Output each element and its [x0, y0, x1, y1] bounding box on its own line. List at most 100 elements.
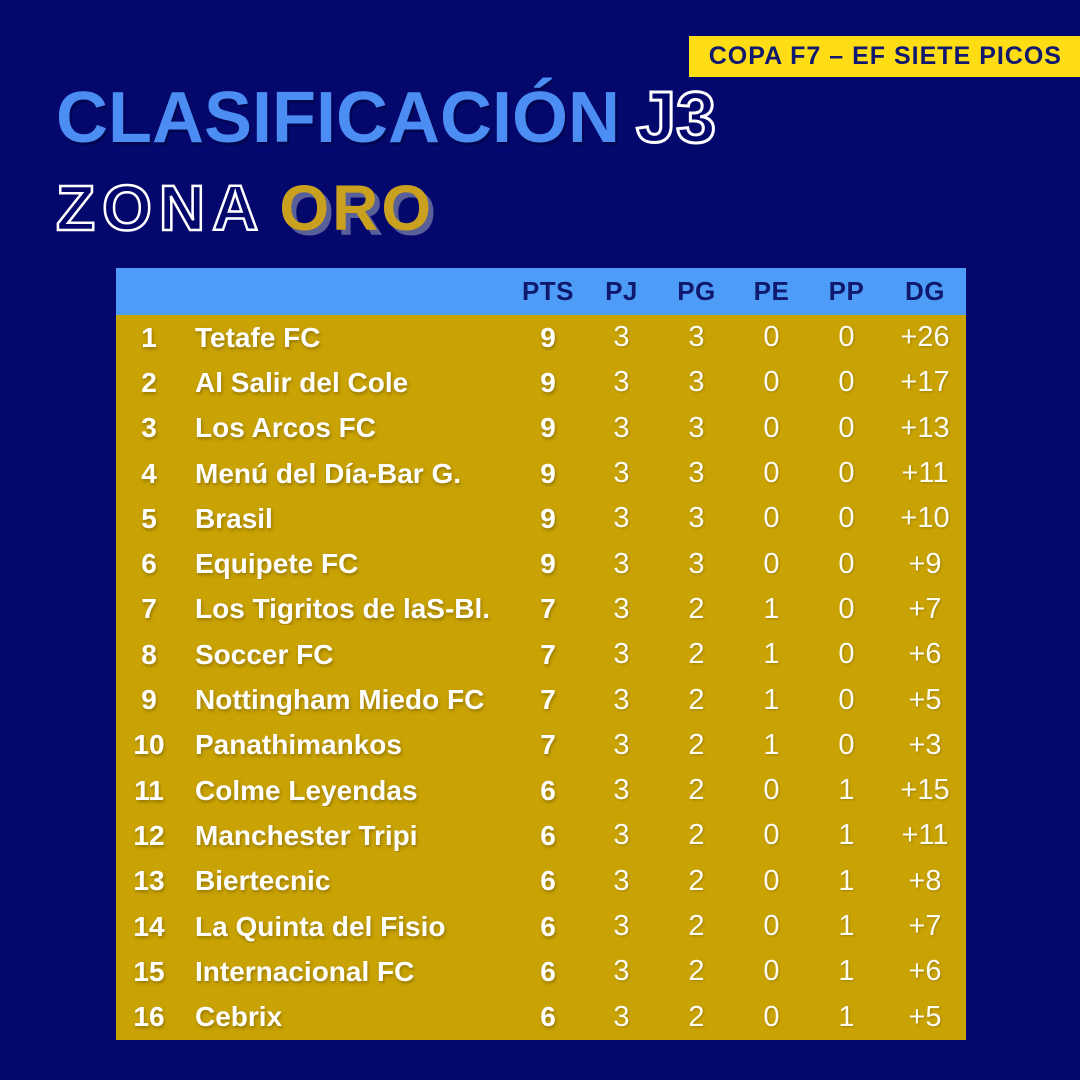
stat-pj: 3	[613, 592, 630, 625]
headline-clasificacion: CLASIFICACIÓN	[56, 78, 620, 158]
team-name: Biertecnic	[195, 865, 331, 897]
stat-pg: 2	[688, 955, 705, 988]
table-row: 13 Biertecnic 6 3 2 0 1 +8	[116, 859, 966, 904]
stat-dg: +11	[901, 457, 949, 490]
team-name: Los Arcos FC	[195, 412, 376, 444]
stat-dg: +11	[901, 819, 949, 852]
stat-pts: 7	[540, 593, 556, 625]
team-name: Soccer FC	[195, 638, 334, 670]
headline-round: J3	[634, 78, 717, 158]
stat-dg: +3	[908, 728, 942, 761]
column-header-pe: PE	[753, 276, 790, 306]
team-name: La Quinta del Fisio	[195, 910, 446, 942]
stat-pp: 1	[838, 910, 855, 942]
stat-pe: 0	[763, 955, 780, 988]
stat-dg: +5	[908, 683, 942, 716]
team-rank: 6	[141, 548, 157, 580]
stat-dg: +5	[908, 1000, 942, 1033]
stat-pts: 7	[540, 638, 556, 670]
subheadline-zone-name: ORO	[279, 172, 435, 244]
team-rank: 15	[133, 955, 165, 987]
team-name: Menú del Día-Bar G.	[195, 457, 462, 489]
tournament-badge: COPA F7 – EF SIETE PICOS	[688, 36, 1080, 77]
stat-pts: 9	[540, 457, 556, 489]
stat-dg: +17	[900, 366, 950, 399]
stat-pp: 1	[838, 864, 855, 897]
stat-pe: 1	[763, 683, 780, 716]
stat-pj: 3	[613, 411, 630, 444]
stat-pts: 6	[540, 819, 556, 851]
stat-pe: 0	[763, 1000, 780, 1033]
team-name: Equipete FC	[195, 548, 359, 580]
team-rank: 3	[141, 412, 157, 444]
team-rank: 11	[134, 774, 164, 806]
stat-pj: 3	[613, 819, 630, 852]
stat-pj: 3	[613, 321, 630, 354]
stat-pg: 2	[688, 683, 705, 716]
stat-pg: 3	[688, 457, 705, 490]
team-rank: 8	[141, 638, 157, 670]
stat-pe: 0	[763, 502, 780, 535]
stat-pg: 3	[688, 547, 705, 580]
stat-pp: 0	[838, 638, 855, 671]
stat-pg: 2	[688, 638, 705, 671]
table-row: 14 La Quinta del Fisio 6 3 2 0 1 +7	[116, 904, 966, 949]
stat-dg: +8	[908, 864, 942, 897]
stat-pp: 0	[838, 502, 855, 535]
stat-dg: +9	[908, 547, 942, 580]
team-name: Brasil	[195, 502, 273, 534]
stat-pe: 0	[763, 864, 780, 897]
stat-pe: 0	[763, 366, 780, 399]
table-row: 2 Al Salir del Cole 9 3 3 0 0 +17	[116, 360, 966, 405]
team-name: Internacional FC	[195, 955, 415, 987]
stat-pts: 9	[540, 502, 556, 534]
stat-pp: 1	[838, 774, 855, 807]
table-row: 8 Soccer FC 7 3 2 1 0 +6	[116, 632, 966, 677]
team-name: Al Salir del Cole	[195, 366, 409, 398]
stat-pj: 3	[613, 955, 630, 988]
stat-pts: 9	[540, 412, 556, 444]
stat-pg: 2	[688, 592, 705, 625]
table-row: 4 Menú del Día-Bar G. 9 3 3 0 0 +11	[116, 451, 966, 496]
team-name: Colme Leyendas	[195, 774, 418, 806]
column-header-pj: PJ	[605, 276, 638, 306]
stat-pp: 0	[838, 366, 855, 399]
headline: CLASIFICACIÓN J3	[56, 81, 718, 156]
stat-dg: +13	[900, 411, 950, 444]
stat-pe: 0	[763, 910, 780, 942]
table-row: 7 Los Tigritos de laS-Bl. 7 3 2 1 0 +7	[116, 587, 966, 632]
stat-dg: +7	[908, 910, 942, 942]
stat-dg: +26	[900, 321, 950, 354]
table-row: 9 Nottingham Miedo FC 7 3 2 1 0 +5	[116, 677, 966, 722]
stat-pp: 0	[838, 321, 855, 354]
stat-dg: +6	[908, 955, 942, 988]
table-row: 3 Los Arcos FC 9 3 3 0 0 +13	[116, 406, 966, 451]
stat-pp: 1	[838, 1000, 855, 1033]
stat-pg: 3	[688, 411, 705, 444]
stat-pe: 1	[763, 638, 780, 671]
stat-pe: 0	[763, 411, 780, 444]
stat-pts: 6	[540, 1001, 556, 1033]
team-name: Cebrix	[195, 1001, 283, 1033]
stat-pj: 3	[613, 774, 630, 807]
column-header-pts: PTS	[521, 276, 575, 306]
stat-dg: +10	[900, 502, 950, 535]
table-row: 11 Colme Leyendas 6 3 2 0 1 +15	[116, 768, 966, 813]
table-row: 15 Internacional FC 6 3 2 0 1 +6	[116, 949, 966, 994]
stat-pts: 7	[540, 684, 556, 716]
stat-pe: 0	[763, 457, 780, 490]
table-header-row: PTS PJ PG PE PP DG	[116, 268, 966, 315]
team-rank: 7	[141, 593, 157, 625]
team-rank: 9	[141, 684, 157, 716]
stat-pts: 9	[540, 366, 556, 398]
stat-pg: 2	[688, 774, 705, 807]
stat-pg: 2	[688, 864, 705, 897]
stat-pp: 0	[838, 683, 855, 716]
standings-table: PTS PJ PG PE PP DG 1 Tetafe FC 9 3 3 0 0…	[116, 268, 966, 1040]
stat-dg: +7	[908, 592, 942, 625]
stat-pj: 3	[613, 366, 630, 399]
team-rank: 2	[141, 366, 157, 398]
stat-pe: 0	[763, 774, 780, 807]
table-row: 16 Cebrix 6 3 2 0 1 +5	[116, 994, 966, 1039]
